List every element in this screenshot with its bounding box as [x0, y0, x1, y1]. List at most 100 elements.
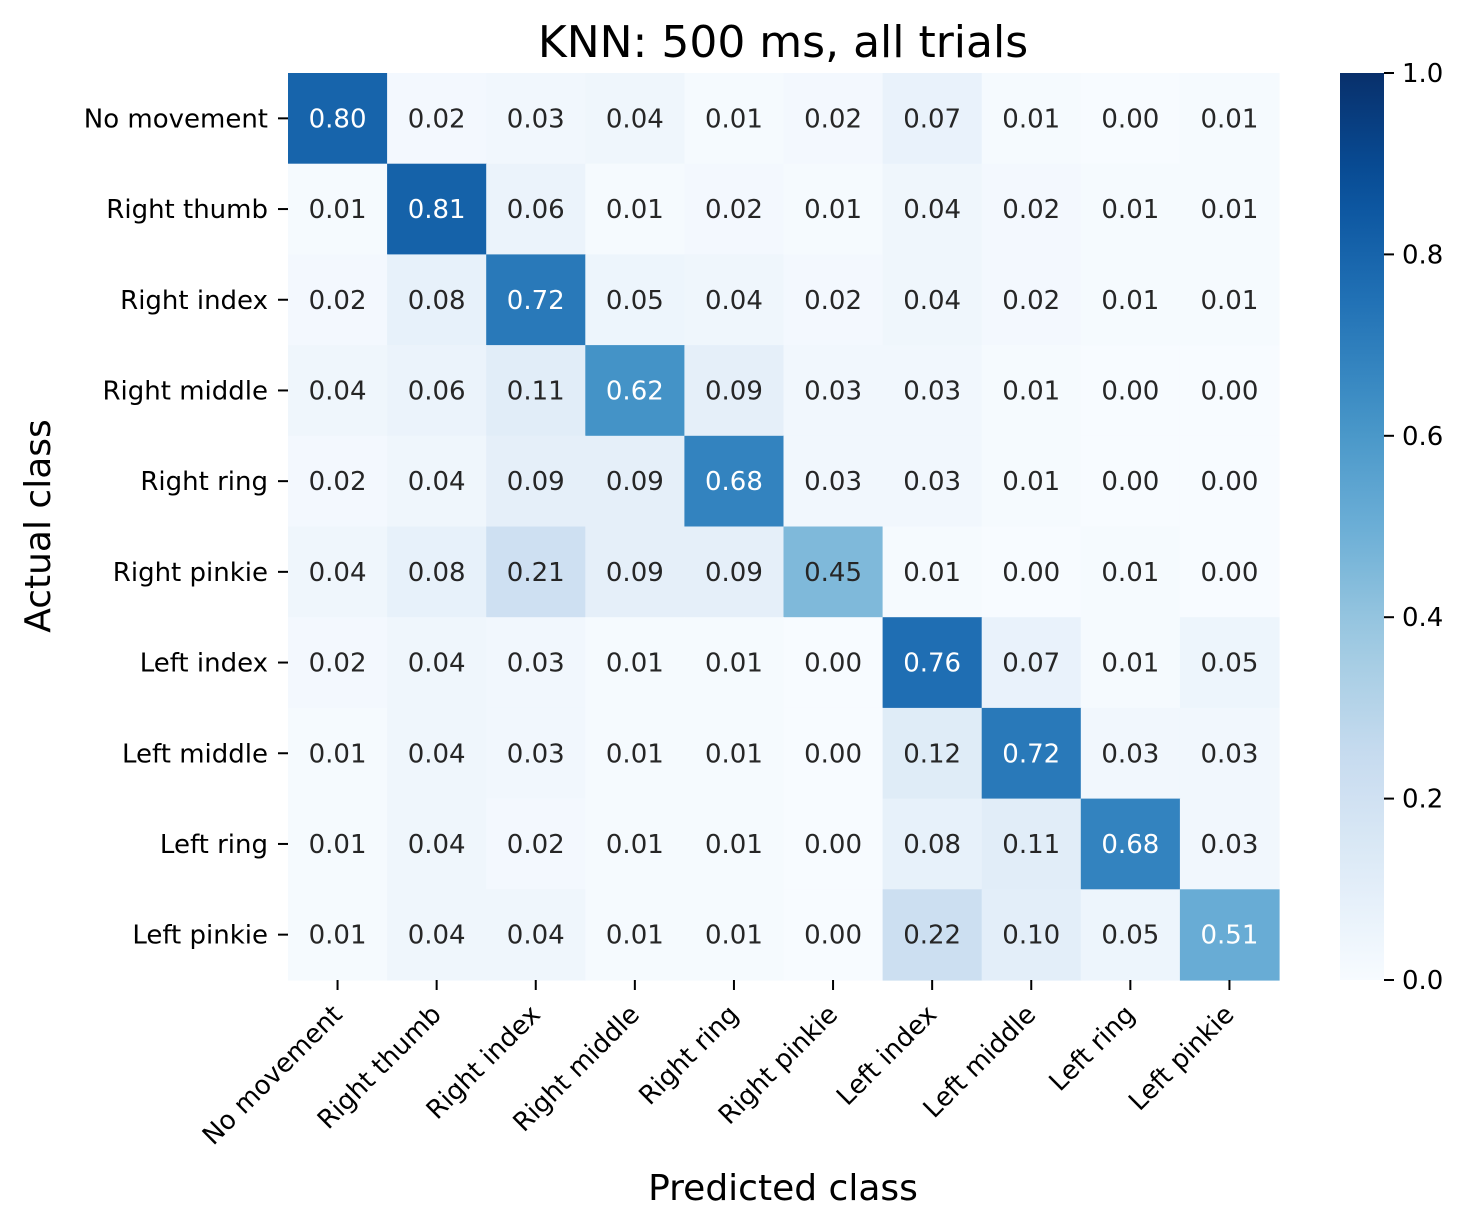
- cell-value-label: 0.05: [606, 286, 664, 316]
- cell-value-label: 0.03: [804, 376, 862, 406]
- heatmap-cell: [981, 163, 1082, 255]
- y-tick-label: Right ring: [140, 467, 268, 497]
- y-axis-label: Actual class: [18, 419, 59, 633]
- cell-value-label: 0.01: [309, 739, 367, 769]
- cell-value-label: 0.01: [1201, 104, 1259, 134]
- y-tick-label: Left index: [140, 649, 268, 679]
- heatmap-cell: [981, 889, 1082, 981]
- heatmap-cell: [486, 345, 586, 437]
- heatmap-cell: [1080, 73, 1181, 165]
- cell-value-label: 0.04: [705, 286, 763, 316]
- cell-value-label: 0.01: [1002, 104, 1060, 134]
- heatmap-cell: [684, 254, 785, 346]
- heatmap-cell: [387, 163, 487, 255]
- cell-value-label: 0.11: [1002, 830, 1060, 860]
- cell-value-label: 0.08: [408, 286, 466, 316]
- cell-value-label: 0.02: [1002, 286, 1060, 316]
- heatmap-cell: [585, 435, 685, 528]
- cell-value-label: 0.01: [1002, 467, 1060, 497]
- cell-value-label: 0.09: [507, 467, 565, 497]
- heatmap-cell: [486, 617, 586, 709]
- heatmap-cell: [981, 707, 1082, 800]
- heatmap-cell: [882, 254, 983, 346]
- heatmap-cell: [288, 798, 388, 890]
- cell-value-label: 0.04: [606, 104, 664, 134]
- cell-value-label: 0.05: [1201, 649, 1259, 679]
- cell-value-label: 0.03: [507, 104, 565, 134]
- heatmap-cell: [585, 707, 685, 800]
- cell-value-label: 0.11: [507, 376, 565, 406]
- heatmap-cell: [1080, 345, 1181, 437]
- colorbar-tick-label: 0.4: [1402, 603, 1443, 633]
- cell-value-label: 0.01: [606, 830, 664, 860]
- cell-value-label: 0.01: [1101, 286, 1159, 316]
- cell-value-label: 0.01: [1101, 195, 1159, 225]
- x-tick-label: Left ring: [1044, 1000, 1142, 1098]
- heatmap-cell: [981, 617, 1082, 709]
- colorbar-tick-label: 0.6: [1402, 422, 1443, 452]
- cell-value-label: 0.01: [309, 830, 367, 860]
- cell-value-label: 0.01: [705, 649, 763, 679]
- cell-value-label: 0.03: [507, 649, 565, 679]
- heatmap-cell: [783, 163, 884, 255]
- heatmap-cell: [882, 345, 983, 437]
- cell-value-label: 0.01: [309, 195, 367, 225]
- cell-value-label: 0.02: [507, 830, 565, 860]
- chart-title: KNN: 500 ms, all trials: [538, 17, 1028, 68]
- cell-value-label: 0.03: [804, 467, 862, 497]
- cell-value-label: 0.00: [1201, 467, 1259, 497]
- heatmap-cell: [882, 798, 983, 890]
- cell-value-label: 0.06: [507, 195, 565, 225]
- cell-value-label: 0.51: [1201, 921, 1259, 951]
- cell-value-label: 0.07: [903, 104, 961, 134]
- cell-value-label: 0.00: [1101, 467, 1159, 497]
- cell-value-label: 0.00: [1201, 376, 1259, 406]
- y-tick-label: Right index: [120, 286, 268, 316]
- cell-value-label: 0.02: [309, 467, 367, 497]
- heatmap-cell: [1080, 254, 1181, 346]
- heatmap-cell: [684, 707, 785, 800]
- heatmap-cell: [1179, 798, 1280, 890]
- cell-value-label: 0.00: [1002, 558, 1060, 588]
- cell-value-label: 0.01: [1101, 649, 1159, 679]
- heatmap-cell: [1080, 707, 1181, 800]
- heatmap-cell: [1179, 435, 1280, 528]
- cell-value-label: 0.05: [1101, 921, 1159, 951]
- y-tick-label: Right pinkie: [113, 558, 268, 588]
- heatmap-cell: [1179, 254, 1280, 346]
- heatmap-cell: [1179, 345, 1280, 437]
- heatmap-cell: [288, 617, 388, 709]
- heatmap-cell: [387, 73, 487, 165]
- heatmap-cell: [981, 345, 1082, 437]
- cell-value-label: 0.76: [903, 649, 961, 679]
- heatmap-cell: [585, 889, 685, 981]
- cell-value-label: 0.03: [1101, 739, 1159, 769]
- colorbar: 0.0 0.2 0.4 0.6 0.8 1.0: [1340, 59, 1443, 996]
- x-axis-label: Predicted class: [648, 1168, 918, 1209]
- cell-value-label: 0.01: [309, 921, 367, 951]
- heatmap-cell: [882, 889, 983, 981]
- heatmap-cell: [585, 73, 685, 165]
- cell-value-label: 0.00: [804, 830, 862, 860]
- cell-value-label: 0.03: [903, 467, 961, 497]
- heatmap-cell: [783, 526, 884, 618]
- cell-value-label: 0.00: [1101, 376, 1159, 406]
- colorbar-tick-label: 0.8: [1402, 240, 1443, 270]
- heatmap-cell: [1080, 526, 1181, 618]
- heatmap-cell: [1080, 163, 1181, 255]
- cell-value-label: 0.00: [804, 649, 862, 679]
- heatmap-cells: [288, 73, 1280, 981]
- cell-value-label: 0.08: [903, 830, 961, 860]
- cell-value-label: 0.09: [705, 558, 763, 588]
- heatmap-cell: [1179, 617, 1280, 709]
- heatmap-cell: [288, 707, 388, 800]
- cell-value-label: 0.08: [408, 558, 466, 588]
- cell-value-label: 0.07: [1002, 649, 1060, 679]
- cell-value-label: 0.01: [705, 830, 763, 860]
- cell-value-label: 0.22: [903, 921, 961, 951]
- cell-value-label: 0.01: [804, 195, 862, 225]
- heatmap-cell: [1179, 73, 1280, 165]
- heatmap-cell: [387, 526, 487, 618]
